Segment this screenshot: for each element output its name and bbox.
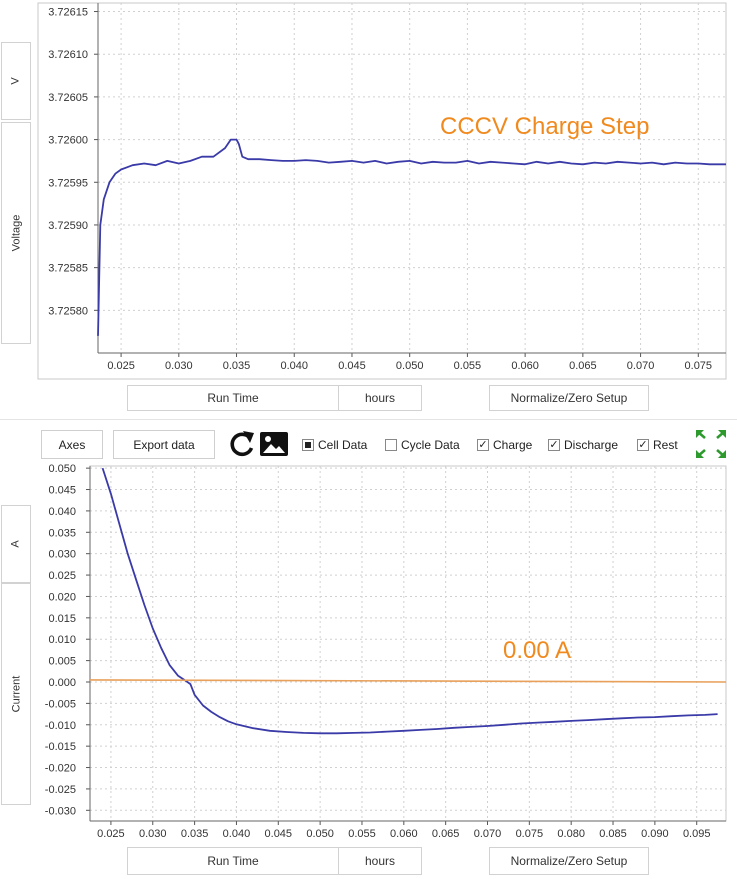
- export-data-button[interactable]: Export data: [113, 430, 215, 459]
- c-y-tick-label: 0.020: [48, 591, 76, 603]
- c-x-tick-label: 0.040: [223, 828, 251, 840]
- c-y-tick-label: -0.020: [45, 763, 76, 775]
- c-x-tick-label: 0.090: [641, 828, 669, 840]
- v-y-tick-label: 3.72600: [48, 135, 88, 147]
- current-annotation: 0.00 A: [503, 637, 572, 664]
- current-unit-label[interactable]: A: [1, 505, 31, 583]
- cycle-data-box: [385, 439, 397, 451]
- voltage-grid: [98, 3, 726, 353]
- c-y-tick-label: 0.005: [48, 656, 76, 668]
- c-x-tick-label: 0.080: [557, 828, 585, 840]
- c-y-tick-label: 0.025: [48, 570, 76, 582]
- v-x-tick-label: 0.035: [223, 360, 251, 372]
- voltage-hours-button[interactable]: hours: [338, 385, 422, 411]
- discharge-label: Discharge: [564, 438, 619, 452]
- current-grid: [90, 466, 726, 821]
- v-x-tick-label: 0.055: [454, 360, 482, 372]
- voltage-series: [97, 138, 726, 336]
- c-y-tick-label: 0.000: [48, 677, 76, 689]
- c-y-tick-label: 0.030: [48, 549, 76, 561]
- current-ticks: 0.025 0.030 0.035 0.040 0.045 0.050 0.055 0.060…: [45, 463, 726, 840]
- c-y-tick-label: -0.030: [45, 805, 76, 817]
- voltage-chart[interactable]: 0.025 0.030 0.035 0.040 0.045 0.050 0.055 0.060…: [0, 0, 737, 385]
- v-x-tick-label: 0.065: [569, 360, 597, 372]
- voltage-ticks: 0.025 0.030 0.035 0.040 0.045 0.050 0.055 0.060…: [48, 3, 726, 372]
- charge-checkbox[interactable]: ✓ Charge: [477, 437, 532, 453]
- cell-data-checkbox[interactable]: Cell Data: [302, 437, 367, 453]
- c-x-tick-label: 0.035: [181, 828, 209, 840]
- rest-checkbox[interactable]: ✓ Rest: [637, 437, 678, 453]
- voltage-run-time-button[interactable]: Run Time: [127, 385, 339, 411]
- charge-label: Charge: [493, 438, 533, 452]
- c-series-line-0: [101, 467, 718, 735]
- c-y-tick-label: 0.010: [48, 634, 76, 646]
- voltage-plot-frame: [37, 2, 727, 380]
- v-series-line-0: [97, 138, 726, 336]
- c-x-tick-label: 0.075: [516, 828, 544, 840]
- c-series-line-1: [89, 679, 727, 683]
- v-x-tick-label: 0.025: [107, 360, 135, 372]
- cycle-data-label: Cycle Data: [401, 438, 460, 452]
- current-series: [89, 467, 727, 735]
- current-normalize-button[interactable]: Normalize/Zero Setup: [489, 847, 649, 875]
- v-y-tick-label: 3.72610: [48, 49, 88, 61]
- v-y-tick-label: 3.72595: [48, 177, 88, 189]
- c-x-tick-label: 0.055: [348, 828, 376, 840]
- v-x-tick-label: 0.030: [165, 360, 193, 372]
- c-y-tick-label: 0.050: [48, 463, 76, 475]
- axes-button[interactable]: Axes: [41, 430, 103, 459]
- c-y-tick-label: 0.015: [48, 613, 76, 625]
- c-x-tick-label: 0.030: [139, 828, 167, 840]
- expand-arrows-icon[interactable]: [694, 428, 728, 460]
- v-y-tick-label: 3.72585: [48, 263, 88, 275]
- v-y-tick-label: 3.72605: [48, 92, 88, 104]
- v-y-tick-label: 3.72590: [48, 220, 88, 232]
- c-y-tick-label: 0.045: [48, 485, 76, 497]
- image-icon[interactable]: [259, 430, 289, 458]
- current-hours-button[interactable]: hours: [338, 847, 422, 875]
- v-y-tick-label: 3.72615: [48, 7, 88, 19]
- discharge-box: ✓: [548, 439, 560, 451]
- voltage-axis-name-label[interactable]: Voltage: [1, 122, 31, 344]
- c-x-tick-label: 0.065: [432, 828, 460, 840]
- v-x-tick-label: 0.040: [280, 360, 308, 372]
- c-y-tick-label: -0.010: [45, 720, 76, 732]
- current-axis-name-label[interactable]: Current: [1, 583, 31, 805]
- v-x-tick-label: 0.075: [685, 360, 713, 372]
- c-y-tick-label: 0.035: [48, 527, 76, 539]
- v-x-tick-label: 0.050: [396, 360, 424, 372]
- c-x-tick-label: 0.095: [683, 828, 711, 840]
- voltage-unit-label[interactable]: V: [1, 42, 31, 120]
- c-x-tick-label: 0.045: [265, 828, 293, 840]
- panel-divider: [0, 419, 737, 420]
- charge-box: ✓: [477, 439, 489, 451]
- refresh-icon[interactable]: [227, 429, 257, 459]
- voltage-annotation: CCCV Charge Step: [440, 113, 650, 140]
- c-x-tick-label: 0.025: [97, 828, 125, 840]
- v-x-tick-label: 0.070: [627, 360, 655, 372]
- c-x-tick-label: 0.070: [474, 828, 502, 840]
- v-y-tick-label: 3.72580: [48, 305, 88, 317]
- discharge-checkbox[interactable]: ✓ Discharge: [548, 437, 618, 453]
- c-x-tick-label: 0.050: [306, 828, 334, 840]
- current-unit-text: A: [10, 540, 22, 548]
- c-y-tick-label: -0.005: [45, 698, 76, 710]
- c-y-tick-label: -0.015: [45, 741, 76, 753]
- cell-data-label: Cell Data: [318, 438, 368, 452]
- cycle-data-checkbox[interactable]: Cycle Data: [385, 437, 460, 453]
- current-run-time-button[interactable]: Run Time: [127, 847, 339, 875]
- cell-data-box: [302, 439, 314, 451]
- v-x-tick-label: 0.045: [338, 360, 366, 372]
- c-x-tick-label: 0.085: [599, 828, 627, 840]
- v-x-tick-label: 0.060: [511, 360, 539, 372]
- rest-label: Rest: [653, 438, 678, 452]
- current-plot-frame: [89, 465, 727, 822]
- c-y-tick-label: 0.040: [48, 506, 76, 518]
- rest-box: ✓: [637, 439, 649, 451]
- c-x-tick-label: 0.060: [390, 828, 418, 840]
- c-y-tick-label: -0.025: [45, 784, 76, 796]
- voltage-normalize-button[interactable]: Normalize/Zero Setup: [489, 385, 649, 411]
- current-axis-name-text: Current: [10, 675, 22, 713]
